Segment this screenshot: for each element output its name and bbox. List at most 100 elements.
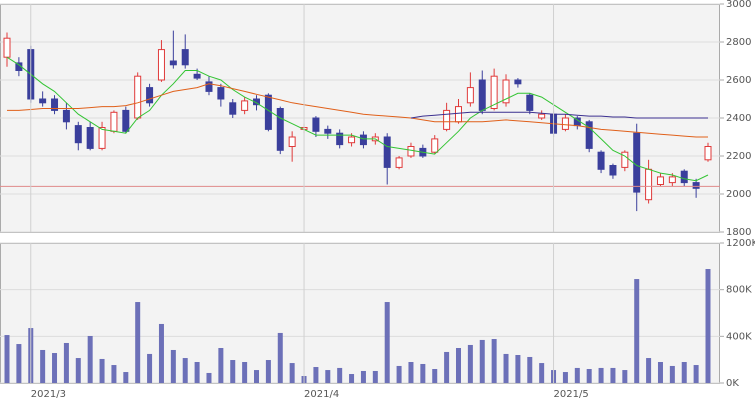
volume-bar [503,353,509,383]
candle-body [431,138,439,153]
volume-bar [527,356,533,383]
candle-body [241,100,249,111]
candle-body [205,81,213,92]
volume-bar [646,358,652,383]
volume-bar [622,370,628,383]
volume-bar [396,365,402,383]
candle-body [193,73,201,79]
y-tick-label: 2800 [726,37,751,48]
volume-bar [349,374,355,383]
y-tick-label: 3000 [726,0,751,10]
volume-bar [16,344,22,383]
volume-bar [170,349,176,383]
volume-bar [491,339,497,383]
candle-body [609,165,617,176]
volume-bar [705,269,711,383]
candle-body [122,109,130,132]
y-tick-label: 1800 [726,227,751,238]
candle-body [454,106,462,123]
y-tick-label: 1200K [726,238,755,249]
volume-bar [598,367,604,383]
candle-body [692,182,700,189]
candle-body [526,94,534,111]
candle-body [3,37,11,58]
y-tick-label: 2400 [726,113,751,124]
candle-body [98,127,106,149]
moving-average-line [6,56,709,182]
candle-body [597,151,605,170]
candle-body [538,113,546,119]
volume-bar [182,358,188,383]
volume-bar [230,360,236,383]
volume-bar [99,358,105,383]
volume-bar [325,370,331,383]
volume-bar [562,372,568,383]
candle-body [146,87,154,104]
volume-bar [539,363,545,383]
x-tick-label: 2021/3 [31,389,66,400]
volume-bar [206,372,212,383]
candle-body [276,108,284,151]
volume-bar [384,302,390,383]
candle-body [324,128,332,134]
candle-body [466,87,474,104]
volume-bar [372,370,378,383]
volume-bar [313,367,319,383]
candle-body [157,49,165,81]
candle-body [51,98,59,111]
candle-body [704,146,712,161]
candle-body [110,111,118,132]
candle-body [656,176,664,185]
volume-bar [337,367,343,383]
volume-bar [218,348,224,383]
volume-bar [277,332,283,383]
volume-bar [634,279,640,383]
y-tick-label: 0K [726,378,739,389]
candle-body [348,136,356,144]
volume-bar [40,349,46,383]
candle-body [359,134,367,146]
volume-bar [147,353,153,383]
candle-body [62,109,70,123]
candle-body [229,102,237,115]
volume-bar [360,370,366,383]
candle-body [39,98,47,104]
volume-bar [75,358,81,383]
volume-bar [194,362,200,383]
candle-body [514,79,522,85]
y-tick-label: 400K [726,331,752,342]
volume-bar [669,365,675,383]
volume-bar [444,351,450,383]
moving-average-line [7,83,708,138]
moving-average-line [410,111,708,119]
volume-bar [265,360,271,383]
x-tick-label: 2021/5 [554,389,589,400]
volume-panel [0,243,720,384]
volume-bar [52,353,58,383]
candle-body [633,132,641,193]
candle-body [407,146,415,157]
volume-bar [87,335,93,383]
candle-body [680,170,688,184]
volume-bar [610,367,616,383]
y-tick-label: 800K [726,285,752,296]
volume-bar [123,372,129,383]
candle-body [668,176,676,184]
volume-bar [574,367,580,383]
candle-body [74,125,82,144]
y-tick-label: 2600 [726,75,751,86]
volume-bar [135,302,141,383]
volume-bar [467,344,473,383]
candle-body [490,75,498,109]
candle-body [383,136,391,168]
volume-bar [586,369,592,383]
candle-body [181,49,189,66]
candle-body [585,121,593,149]
x-tick-label: 2021/4 [304,389,339,400]
volume-bar [515,355,521,383]
candle-body [336,132,344,146]
candle-body [169,60,177,66]
volume-bar [158,323,164,383]
candle-body [217,87,225,100]
